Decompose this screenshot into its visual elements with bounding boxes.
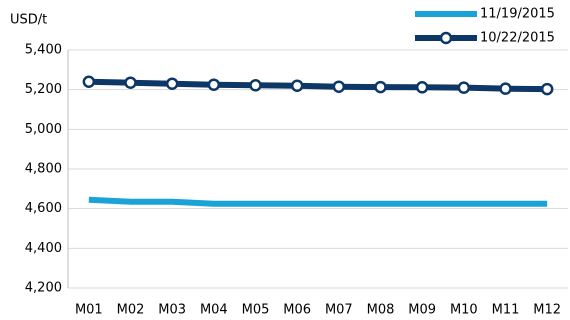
series-line — [88, 78, 548, 93]
series-line — [88, 196, 548, 207]
y-tick-label: 4,800 — [25, 162, 62, 177]
y-tick-label: 4,200 — [25, 281, 62, 296]
legend-label: 10/22/2015 — [480, 31, 555, 46]
y-tick-label: 5,400 — [25, 43, 62, 58]
x-tick-label: M09 — [408, 303, 436, 318]
point — [499, 82, 512, 95]
point — [457, 81, 471, 94]
point — [124, 76, 137, 89]
point — [290, 79, 304, 92]
point — [207, 78, 221, 91]
x-tick-label: M05 — [242, 303, 270, 318]
point — [374, 80, 387, 94]
x-tick-label: M07 — [325, 303, 353, 318]
x-tick-label: M11 — [492, 303, 520, 318]
y-axis-label: USD/t — [10, 13, 47, 28]
x-tick-label: M02 — [117, 303, 145, 318]
x-tick-label: M08 — [367, 303, 395, 318]
x-tick-label: M06 — [283, 303, 311, 318]
point — [415, 81, 429, 94]
x-tick-label: M12 — [533, 303, 561, 318]
point — [540, 82, 554, 96]
y-tick-label: 4,600 — [25, 201, 62, 216]
y-tick-label: 5,200 — [25, 82, 62, 97]
x-tick-label: M01 — [75, 303, 103, 318]
legend-label: 11/19/2015 — [480, 7, 555, 22]
point — [82, 75, 96, 88]
x-tick-label: M03 — [158, 303, 186, 318]
y-tick-label: 5,000 — [25, 122, 62, 137]
point — [165, 77, 179, 90]
legend-marker — [439, 31, 453, 45]
point — [332, 80, 346, 93]
y-tick-label: 4,400 — [25, 241, 62, 256]
x-tick-label: M10 — [450, 303, 478, 318]
x-tick-label: M04 — [200, 303, 228, 318]
point — [249, 79, 262, 92]
